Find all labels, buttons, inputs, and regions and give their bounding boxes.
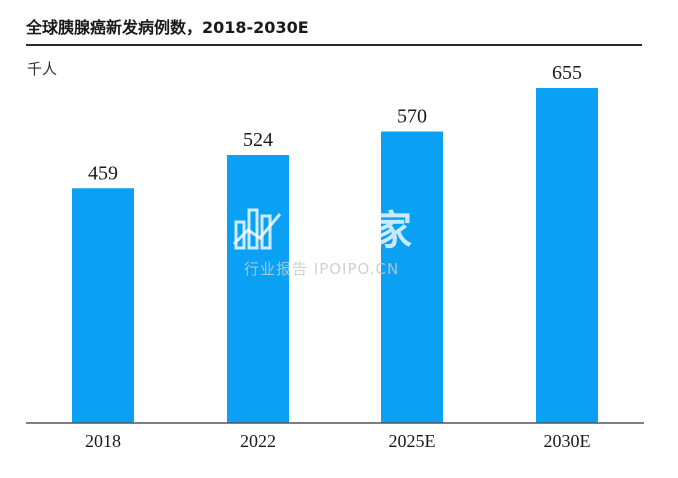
- tick-labels-group: 2018 2022 2025E 2030E: [85, 431, 591, 451]
- x-tick-label-2030E: 2030E: [544, 431, 591, 451]
- bar-2025E: [381, 131, 443, 423]
- bar-2018: [72, 188, 134, 423]
- data-label-2025E: 570: [397, 105, 427, 127]
- data-label-2022: 524: [243, 129, 273, 151]
- data-label-2018: 459: [88, 162, 118, 184]
- x-tick-label-2022: 2022: [240, 431, 276, 451]
- bar-2030E: [536, 88, 598, 423]
- unit-label: 千人: [27, 60, 58, 78]
- bars-group: [72, 88, 598, 424]
- bar-2022: [227, 155, 289, 424]
- x-tick-label-2018: 2018: [85, 431, 121, 451]
- title-divider: [26, 44, 642, 46]
- data-label-2030E: 655: [552, 62, 582, 84]
- data-labels-group: 459 524 570 655: [88, 62, 582, 184]
- chart-title: 全球胰腺癌新发病例数，2018-2030E: [26, 18, 309, 37]
- x-tick-label-2025E: 2025E: [389, 431, 436, 451]
